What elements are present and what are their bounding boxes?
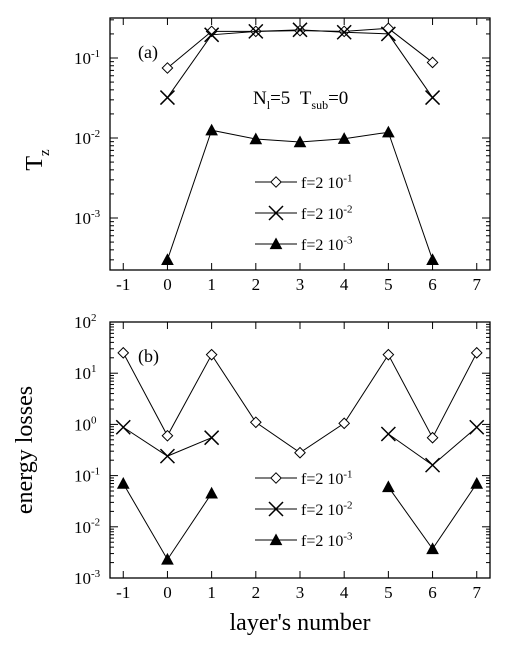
- series-line: [387, 483, 478, 550]
- data-point: [469, 419, 485, 435]
- x-tick-label: 5: [384, 275, 393, 294]
- series-triangle-filled: [116, 476, 484, 565]
- data-point: [426, 253, 439, 266]
- data-point: [249, 132, 263, 145]
- data-point: [249, 416, 262, 429]
- data-point: [337, 132, 351, 144]
- legend-marker: [269, 237, 283, 250]
- data-point: [159, 448, 175, 464]
- data-point: [161, 552, 174, 565]
- data-point: [336, 24, 352, 40]
- data-point: [338, 417, 351, 430]
- panel-label: (b): [138, 346, 159, 367]
- x-tick-label: -1: [116, 275, 130, 294]
- x-tick-label: 2: [252, 275, 261, 294]
- data-point: [294, 446, 306, 459]
- legend-label: f=2 10-1: [301, 468, 353, 488]
- data-point: [470, 476, 484, 489]
- legend-label: f=2 10-2: [301, 203, 353, 223]
- y-tick-label: 102: [74, 312, 97, 332]
- legend-label: f=2 10-1: [301, 172, 353, 192]
- data-point: [382, 22, 395, 35]
- data-point: [159, 90, 175, 106]
- data-point: [382, 125, 395, 138]
- legend-label: f=2 10-3: [301, 234, 353, 254]
- series-line: [122, 352, 478, 454]
- data-point: [382, 348, 395, 361]
- y-tick-label: 10-1: [74, 48, 100, 68]
- series-triangle-filled: [161, 123, 439, 266]
- x-tick-label: 0: [163, 275, 172, 294]
- data-point: [205, 25, 218, 38]
- x-tick-label: 0: [163, 583, 172, 602]
- series-x: [159, 22, 441, 106]
- legend-label: f=2 10-3: [301, 530, 353, 550]
- data-point: [293, 135, 307, 148]
- panel-label: (a): [138, 42, 158, 63]
- data-point: [161, 62, 174, 74]
- y-tick-label: 10-3: [74, 568, 101, 588]
- parameter-annotation: Nl=5 Tsub=0: [253, 88, 348, 112]
- legend-marker: [270, 472, 282, 484]
- legend-marker: [269, 533, 283, 546]
- y-tick-label: 10-3: [74, 208, 101, 228]
- series-line: [122, 483, 213, 561]
- data-point: [426, 542, 439, 555]
- data-point: [470, 346, 483, 359]
- y-tick-label: 101: [74, 363, 97, 383]
- data-point: [161, 429, 174, 442]
- x-tick-label: 6: [428, 275, 437, 294]
- y-axis-label: Tz: [22, 149, 53, 171]
- data-point: [248, 23, 264, 39]
- data-point: [382, 480, 395, 493]
- x-tick-label: 1: [207, 583, 216, 602]
- series-line: [166, 129, 434, 260]
- data-point: [204, 430, 220, 446]
- data-point: [116, 476, 130, 489]
- data-point: [425, 90, 441, 106]
- x-tick-label: 1: [207, 275, 216, 294]
- data-point: [426, 56, 439, 69]
- legend-label: f=2 10-2: [301, 499, 353, 519]
- x-tick-label: 2: [252, 583, 261, 602]
- x-tick-label: -1: [116, 583, 130, 602]
- y-tick-label: 10-1: [74, 465, 100, 485]
- x-tick-label: 4: [340, 275, 349, 294]
- x-tick-label: 7: [472, 583, 481, 602]
- data-point: [292, 22, 308, 38]
- series-diamond-open: [117, 346, 483, 459]
- x-tick-label: 3: [296, 583, 305, 602]
- y-tick-label: 10-2: [74, 128, 100, 148]
- x-tick-label: 4: [340, 583, 349, 602]
- data-point: [205, 123, 218, 136]
- x-tick-label: 6: [428, 583, 437, 602]
- data-point: [117, 346, 130, 359]
- data-point: [205, 348, 218, 361]
- panel-a: -1 0 1 2 3 4 5 6 7 10-1 10-2 10-3 (a) Tz Nl=5 Tsub=0 f=…: [22, 17, 491, 294]
- data-point: [115, 419, 131, 435]
- data-point: [205, 486, 218, 499]
- y-axis-label: energy losses: [12, 386, 38, 514]
- x-axis-label: layer's number: [230, 610, 371, 636]
- x-tick-label: 3: [296, 275, 305, 294]
- data-point: [161, 253, 174, 266]
- data-point: [380, 26, 396, 42]
- panel-b: -1 0 1 2 3 4 5 6 7 102 101 100 10-1 10-2 10-3 (b) energy…: [12, 312, 491, 636]
- data-point: [204, 27, 220, 43]
- legend-marker: [268, 205, 284, 221]
- legend-marker: [268, 501, 284, 517]
- data-point: [425, 457, 441, 473]
- legend-marker: [270, 176, 282, 188]
- y-tick-label: 10-2: [74, 517, 100, 537]
- x-tick-label: 7: [472, 275, 481, 294]
- y-tick-label: 100: [74, 414, 97, 434]
- data-point: [426, 431, 439, 444]
- data-point: [380, 426, 396, 442]
- series-x: [115, 419, 485, 473]
- x-tick-label: 5: [384, 583, 393, 602]
